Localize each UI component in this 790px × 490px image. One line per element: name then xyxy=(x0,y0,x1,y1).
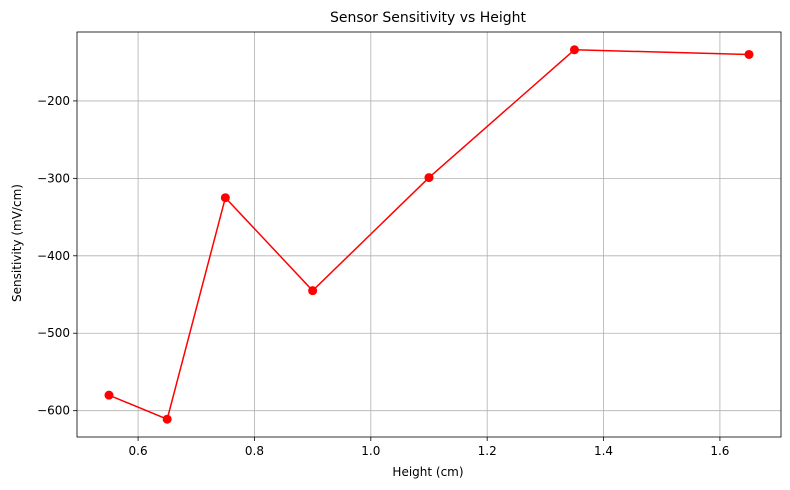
x-axis-label: Height (cm) xyxy=(392,465,463,479)
data-point xyxy=(308,286,318,296)
y-tick-label: −600 xyxy=(37,404,70,418)
y-tick-label: −500 xyxy=(37,326,70,340)
x-tick-label: 1.2 xyxy=(478,444,497,458)
y-axis-label: Sensitivity (mV/cm) xyxy=(10,184,24,302)
y-tick-label: −400 xyxy=(37,249,70,263)
y-tick-label: −200 xyxy=(37,94,70,108)
x-tick-label: 0.8 xyxy=(245,444,264,458)
grid xyxy=(77,32,781,437)
data-point xyxy=(220,193,230,203)
x-tick-label: 1.4 xyxy=(594,444,613,458)
chart-title: Sensor Sensitivity vs Height xyxy=(330,10,527,26)
data-point xyxy=(162,414,172,424)
data-point xyxy=(744,49,754,59)
x-tick-label: 0.6 xyxy=(129,444,148,458)
x-axis-ticks: 0.6 0.8 1.0 1.2 1.4 1.6 xyxy=(129,437,729,458)
data-point xyxy=(569,45,579,55)
y-axis-ticks: −600 −500 −400 −300 −200 xyxy=(37,94,77,418)
y-tick-label: −300 xyxy=(37,171,70,185)
series-line xyxy=(108,49,750,421)
series-layer xyxy=(104,45,754,424)
data-point xyxy=(424,173,434,183)
x-tick-label: 1.0 xyxy=(361,444,380,458)
plot-frame xyxy=(76,31,782,438)
x-tick-label: 1.6 xyxy=(710,444,729,458)
data-point xyxy=(104,390,114,400)
